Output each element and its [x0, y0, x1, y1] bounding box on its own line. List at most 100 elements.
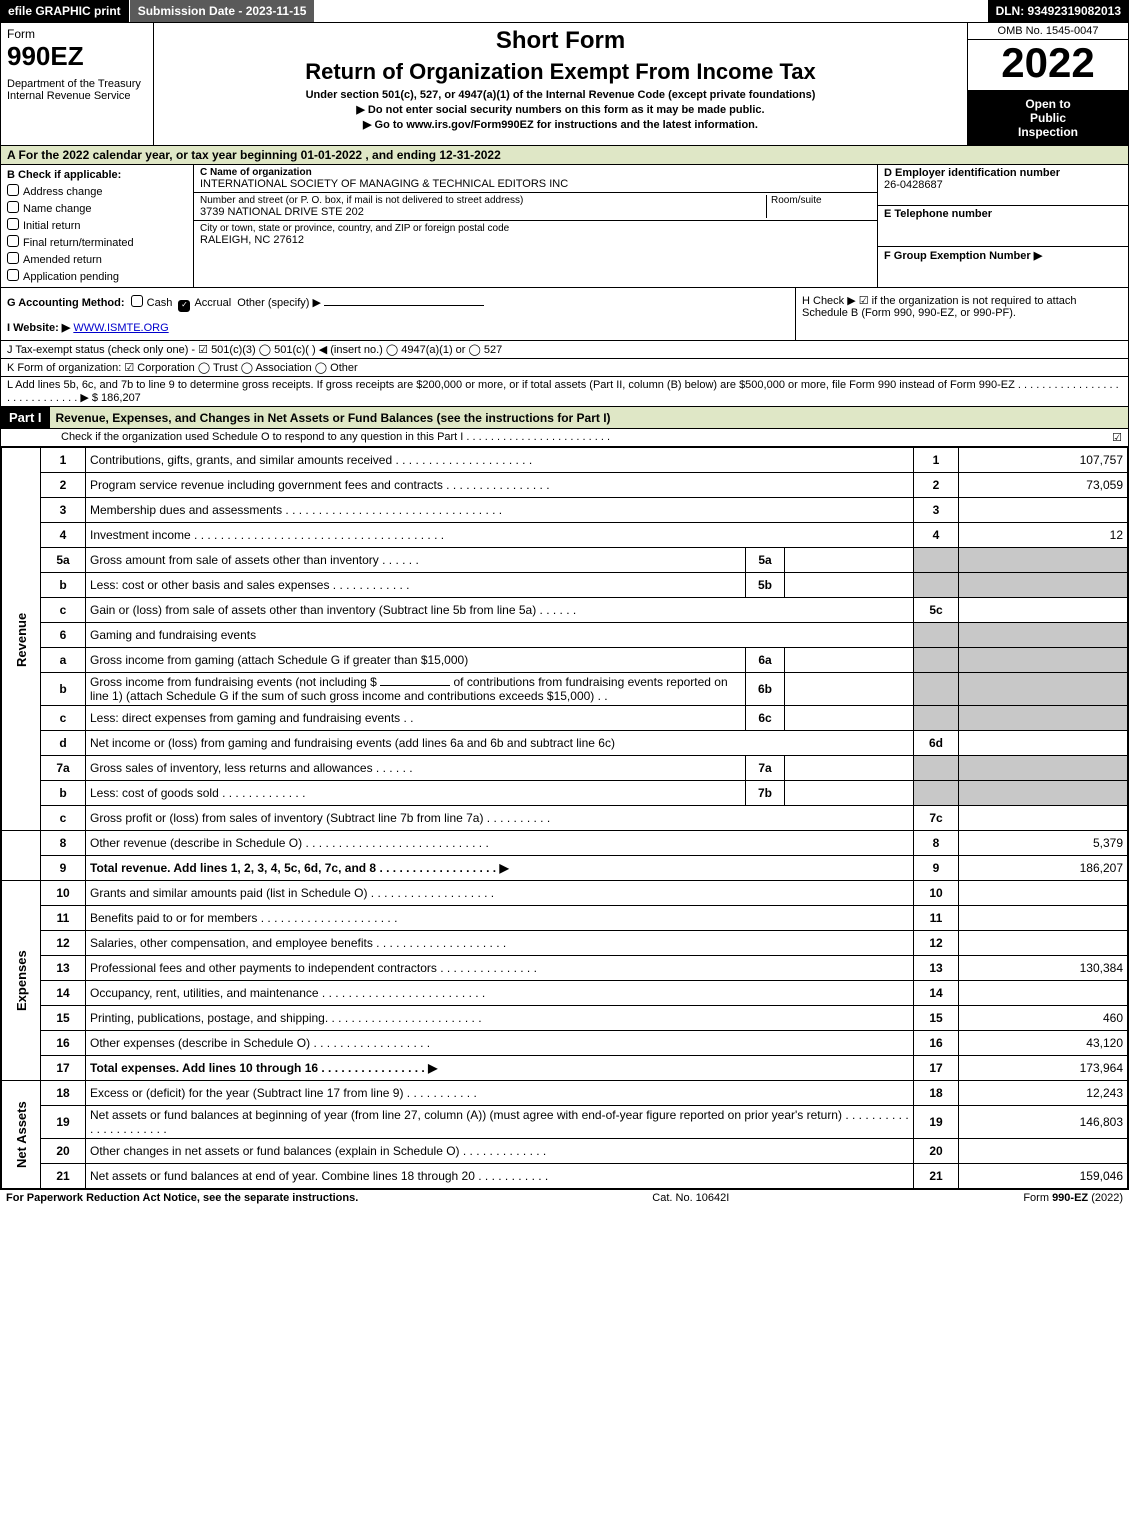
table-row: d Net income or (loss) from gaming and f…	[2, 731, 1128, 756]
part-i-header: Part I Revenue, Expenses, and Changes in…	[1, 407, 1128, 429]
revenue-sidelabel-cont	[2, 831, 41, 881]
amount-cell: 186,207	[959, 856, 1128, 881]
amount-cell	[959, 881, 1128, 906]
cb-cash[interactable]: Cash	[147, 297, 173, 309]
form-number: 990EZ	[7, 41, 147, 72]
open-inspection-badge: Open to Public Inspection	[968, 91, 1128, 145]
line-desc: Contributions, gifts, grants, and simila…	[86, 448, 914, 473]
shade-cell	[914, 706, 959, 731]
footer-mid: Cat. No. 10642I	[652, 1192, 729, 1204]
h-schedule-b: H Check ▶ ☑ if the organization is not r…	[795, 288, 1128, 340]
k-form-org: K Form of organization: ☑ Corporation ◯ …	[1, 359, 1128, 377]
topbar-spacer	[315, 0, 987, 22]
line-num: 20	[41, 1139, 86, 1164]
org-name: INTERNATIONAL SOCIETY OF MANAGING & TECH…	[200, 178, 871, 190]
amount-cell	[959, 498, 1128, 523]
cb-address-change[interactable]: Address change	[7, 183, 187, 198]
right-num: 18	[914, 1081, 959, 1106]
sub-num: 5b	[746, 573, 785, 598]
line-num: 9	[41, 856, 86, 881]
amount-cell: 5,379	[959, 831, 1128, 856]
table-row: 9 Total revenue. Add lines 1, 2, 3, 4, 5…	[2, 856, 1128, 881]
line-num: c	[41, 706, 86, 731]
line-desc: Gaming and fundraising events	[86, 623, 914, 648]
line-desc: Program service revenue including govern…	[86, 473, 914, 498]
line-num: b	[41, 573, 86, 598]
line-desc: Net assets or fund balances at beginning…	[86, 1106, 914, 1139]
amount-cell	[959, 906, 1128, 931]
website-link[interactable]: WWW.ISMTE.ORG	[73, 322, 168, 334]
cb-application-pending[interactable]: Application pending	[7, 268, 187, 283]
line-num: c	[41, 806, 86, 831]
cb-amended-return[interactable]: Amended return	[7, 251, 187, 266]
shade-cell	[914, 573, 959, 598]
amount-cell: 12,243	[959, 1081, 1128, 1106]
amount-cell	[959, 598, 1128, 623]
cb-initial-return[interactable]: Initial return	[7, 217, 187, 232]
j-tax-exempt: J Tax-exempt status (check only one) - ☑…	[1, 341, 1128, 359]
shade-cell	[959, 648, 1128, 673]
efile-print-button[interactable]: efile GRAPHIC print	[0, 0, 130, 22]
revenue-sidelabel: Revenue	[2, 448, 41, 831]
right-num: 8	[914, 831, 959, 856]
line-desc: Other revenue (describe in Schedule O) .…	[86, 831, 914, 856]
addr-row: Number and street (or P. O. box, if mail…	[194, 193, 877, 221]
org-name-row: C Name of organization INTERNATIONAL SOC…	[194, 165, 877, 193]
submission-date-button[interactable]: Submission Date - 2023-11-15	[130, 0, 316, 22]
form-subtitle: Under section 501(c), 527, or 4947(a)(1)…	[162, 89, 959, 101]
shade-cell	[914, 781, 959, 806]
line-num: a	[41, 648, 86, 673]
table-row: 17 Total expenses. Add lines 10 through …	[2, 1056, 1128, 1081]
schedule-o-checkbox[interactable]: ☑	[1112, 431, 1122, 444]
amount-cell: 43,120	[959, 1031, 1128, 1056]
header-left: Form 990EZ Department of the Treasury In…	[1, 23, 154, 145]
cb-accrual[interactable]: Accrual	[194, 297, 231, 309]
shade-cell	[914, 648, 959, 673]
right-num: 4	[914, 523, 959, 548]
line-num: 17	[41, 1056, 86, 1081]
line-desc: Excess or (deficit) for the year (Subtra…	[86, 1081, 914, 1106]
sub-amount	[785, 648, 914, 673]
part-i-checkline: Check if the organization used Schedule …	[1, 429, 1128, 447]
shade-cell	[959, 756, 1128, 781]
line-desc: Net assets or fund balances at end of ye…	[86, 1164, 914, 1189]
right-num: 6d	[914, 731, 959, 756]
amount-cell: 159,046	[959, 1164, 1128, 1189]
table-row: 14 Occupancy, rent, utilities, and maint…	[2, 981, 1128, 1006]
amount-cell: 460	[959, 1006, 1128, 1031]
table-row: Revenue 1 Contributions, gifts, grants, …	[2, 448, 1128, 473]
right-num: 2	[914, 473, 959, 498]
checkbox-icon	[131, 295, 143, 307]
checkbox-icon	[7, 184, 19, 196]
g-acct-method: G Accounting Method: Cash ✓Accrual Other…	[1, 288, 795, 340]
short-form-title: Short Form	[162, 27, 959, 55]
shade-cell	[959, 548, 1128, 573]
line-desc: Gross amount from sale of assets other t…	[86, 548, 746, 573]
sub-num: 5a	[746, 548, 785, 573]
table-row: 3 Membership dues and assessments . . . …	[2, 498, 1128, 523]
goto-link[interactable]: ▶ Go to www.irs.gov/Form990EZ for instru…	[162, 118, 959, 131]
city-row: City or town, state or province, country…	[194, 221, 877, 248]
sub-num: 6a	[746, 648, 785, 673]
line-num: 5a	[41, 548, 86, 573]
line-desc: Other changes in net assets or fund bala…	[86, 1139, 914, 1164]
line-num: 18	[41, 1081, 86, 1106]
right-num: 13	[914, 956, 959, 981]
cb-final-return[interactable]: Final return/terminated	[7, 234, 187, 249]
section-c-org: C Name of organization INTERNATIONAL SOC…	[194, 165, 878, 287]
right-num: 21	[914, 1164, 959, 1189]
sub-num: 6c	[746, 706, 785, 731]
line-num: 15	[41, 1006, 86, 1031]
line-desc: Less: cost or other basis and sales expe…	[86, 573, 746, 598]
line-num: 4	[41, 523, 86, 548]
top-bar: efile GRAPHIC print Submission Date - 20…	[0, 0, 1129, 22]
cb-name-change[interactable]: Name change	[7, 200, 187, 215]
table-row: b Less: cost or other basis and sales ex…	[2, 573, 1128, 598]
f-group-label: F Group Exemption Number ▶	[884, 249, 1122, 262]
inspect-line2: Public	[970, 111, 1126, 125]
table-row: a Gross income from gaming (attach Sched…	[2, 648, 1128, 673]
section-a-taxyear: A For the 2022 calendar year, or tax yea…	[1, 146, 1128, 165]
org-address: 3739 NATIONAL DRIVE STE 202	[200, 206, 766, 218]
checkbox-icon	[7, 252, 19, 264]
line-desc: Gross sales of inventory, less returns a…	[86, 756, 746, 781]
